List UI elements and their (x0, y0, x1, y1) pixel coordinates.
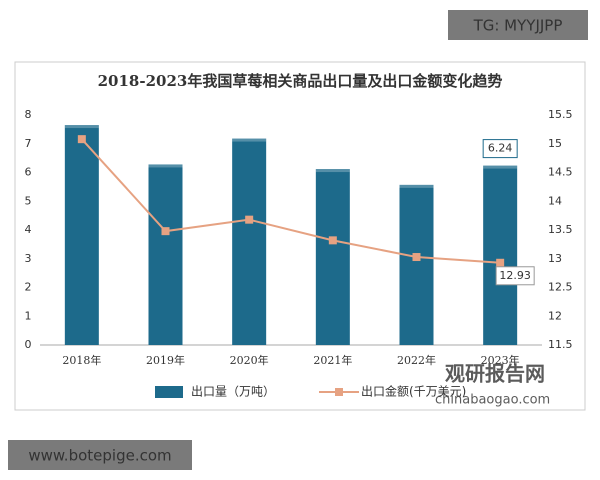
bar-highlight (315, 169, 350, 173)
y-tick-label: 1 (25, 309, 32, 322)
y2-tick-label: 11.5 (548, 338, 573, 351)
x-tick-label: 2020年 (230, 353, 269, 367)
line-marker (161, 227, 170, 236)
x-tick-label: 2022年 (397, 353, 436, 367)
y-tick-label: 5 (25, 194, 32, 207)
bar (232, 138, 267, 345)
bar (483, 165, 518, 345)
bar (148, 164, 183, 345)
legend-swatch (335, 388, 343, 396)
y2-tick-label: 12 (548, 309, 562, 322)
x-tick-label: 2019年 (146, 353, 185, 367)
y-tick-label: 4 (25, 223, 32, 236)
line (81, 138, 501, 264)
legend-label: 出口金额(千万美元) (361, 384, 466, 399)
y2-tick-label: 15.5 (548, 108, 573, 121)
data-label: 6.24 (488, 142, 513, 155)
y-tick-label: 0 (25, 338, 32, 351)
bar (315, 169, 350, 345)
legend-swatch (155, 386, 183, 398)
y-tick-label: 3 (25, 252, 32, 265)
bar (399, 184, 434, 345)
line-marker (328, 236, 337, 245)
y2-tick-label: 14 (548, 194, 562, 207)
chart-title: 2018-2023年我国草莓相关商品出口量及出口金额变化趋势 (98, 72, 503, 90)
bar-highlight (399, 184, 434, 188)
watermark: www.botepige.com (28, 447, 171, 465)
bar (64, 125, 99, 345)
line-marker (496, 258, 505, 267)
watermark: 观研报告网 (445, 362, 545, 386)
bar-highlight (148, 164, 183, 168)
y-tick-label: 7 (25, 137, 32, 150)
y-tick-label: 8 (25, 108, 32, 121)
bar-highlight (232, 138, 267, 142)
y2-tick-label: 12.5 (548, 281, 573, 294)
watermark-box (448, 10, 588, 40)
watermark: chinabaogao.com (435, 393, 550, 408)
x-tick-label: 2023年 (481, 353, 520, 367)
bar-highlight (483, 165, 518, 169)
line-marker (245, 215, 254, 224)
y2-tick-label: 13 (548, 252, 562, 265)
legend-label: 出口量（万吨） (191, 385, 275, 399)
watermark: TG: MYYJJPP (473, 17, 563, 35)
data-label-box (495, 266, 535, 286)
y2-tick-label: 14.5 (548, 166, 573, 179)
x-tick-label: 2021年 (313, 353, 352, 367)
data-label: 12.93 (499, 269, 531, 282)
bar-highlight (64, 125, 99, 129)
line-marker (412, 253, 421, 262)
y2-tick-label: 13.5 (548, 223, 573, 236)
watermark-box (8, 440, 192, 470)
line-marker (77, 135, 86, 144)
y2-tick-label: 15 (548, 137, 562, 150)
y-tick-label: 6 (25, 166, 32, 179)
x-tick-label: 2018年 (62, 353, 101, 367)
y-tick-label: 2 (25, 281, 32, 294)
data-label-box (482, 139, 518, 159)
